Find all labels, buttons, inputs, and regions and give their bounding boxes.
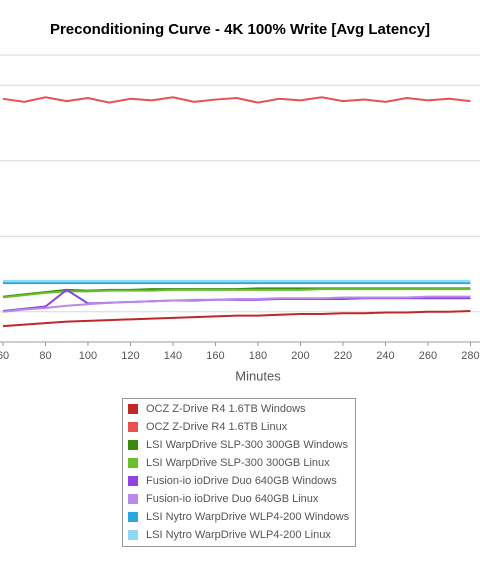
legend-swatch [128,494,138,504]
legend-swatch [128,530,138,540]
x-tick-label: 220 [334,350,352,362]
legend-swatch [128,512,138,522]
x-tick-label: 100 [79,350,97,362]
legend-swatch [128,440,138,450]
legend-label: LSI Nytro WarpDrive WLP4-200 Windows [146,511,350,523]
legend-label: LSI WarpDrive SLP-300 300GB Linux [146,457,330,469]
series-line [2,288,471,313]
legend-label: Fusion-io ioDrive Duo 640GB Windows [146,475,337,487]
series-line [2,96,471,104]
series-line [2,288,471,299]
legend [122,398,356,547]
legend-swatch [128,404,138,414]
x-tick-label: 120 [121,350,139,362]
x-tick-label: 200 [291,350,309,362]
x-tick-label: 60 [0,350,9,362]
x-tick-label: 240 [376,350,394,362]
legend-label: LSI WarpDrive SLP-300 300GB Windows [146,439,348,451]
chart-title: Preconditioning Curve - 4K 100% Write [A… [50,21,430,38]
legend-label: OCZ Z-Drive R4 1.6TB Windows [146,403,306,415]
legend-swatch [128,422,138,432]
series-line [2,310,471,328]
legend-label: OCZ Z-Drive R4 1.6TB Linux [146,421,288,433]
x-tick-label: 80 [39,350,51,362]
series-line [2,295,471,313]
x-tick-label: 260 [419,350,437,362]
x-tick-label: 280 [461,350,479,362]
x-tick-label: 160 [206,350,224,362]
x-axis-label: Minutes [235,368,281,383]
legend-swatch [128,476,138,486]
legend-label: LSI Nytro WarpDrive WLP4-200 Linux [146,529,331,541]
legend-label: Fusion-io ioDrive Duo 640GB Linux [146,493,319,505]
x-tick-label: 140 [164,350,182,362]
x-tick-label: 180 [249,350,267,362]
legend-swatch [128,458,138,468]
